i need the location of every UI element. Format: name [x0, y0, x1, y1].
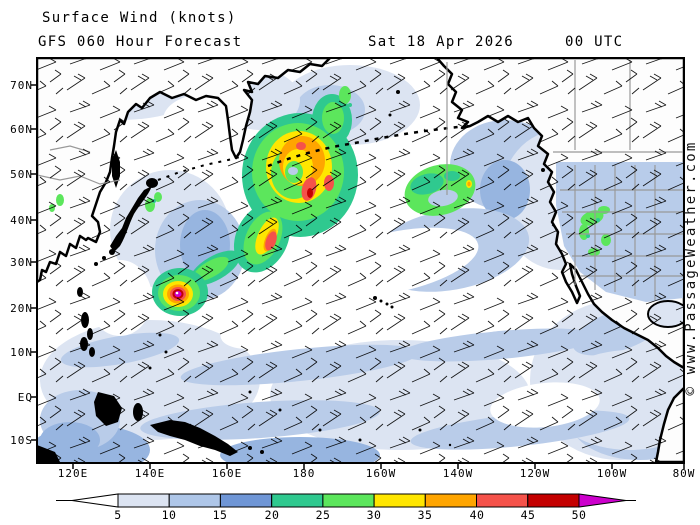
legend-overflow-arrow	[578, 493, 627, 508]
legend-tick-label-40: 40	[469, 508, 485, 522]
legend-segment	[424, 493, 477, 508]
lat-label-50n: 50N	[10, 168, 33, 181]
lat-label-10s: 10S	[10, 434, 33, 447]
legend-tick-label-25: 25	[315, 508, 331, 522]
legend-segment	[373, 493, 426, 508]
lon-label-120w: 120W	[519, 467, 551, 480]
legend-colorbar	[56, 493, 636, 508]
lat-label-60n: 60N	[10, 123, 33, 136]
model-forecast: GFS 060 Hour Forecast	[38, 34, 243, 50]
lat-label-eq: EQ	[17, 391, 33, 404]
lon-label-140e: 140E	[134, 467, 166, 480]
lat-label-30n: 30N	[10, 256, 33, 269]
legend-segment	[322, 493, 375, 508]
legend-segment	[168, 493, 221, 508]
legend-segment	[219, 493, 273, 508]
valid-date: Sat 18 Apr 2026	[368, 34, 514, 50]
legend-segment	[476, 493, 529, 508]
lat-label-10n: 10N	[10, 346, 33, 359]
legend-tick-label-45: 45	[520, 508, 536, 522]
legend-tick-label-15: 15	[212, 508, 228, 522]
lon-label-140w: 140W	[442, 467, 474, 480]
lon-label-120e: 120E	[57, 467, 89, 480]
lat-label-20n: 20N	[10, 302, 33, 315]
map-title: Surface Wind (knots)	[42, 10, 237, 26]
watermark-text: © www.PassageWeather.com	[683, 140, 699, 396]
lon-label-180: 180	[292, 467, 316, 480]
legend-tick-label-50: 50	[571, 508, 587, 522]
lon-label-80w: 80W	[672, 467, 696, 480]
legend-tick-label-5: 5	[114, 508, 122, 522]
lat-label-70n: 70N	[10, 79, 33, 92]
lon-label-100w: 100W	[596, 467, 628, 480]
legend-segment	[271, 493, 324, 508]
legend-tick-label-10: 10	[161, 508, 177, 522]
lon-label-160w: 160W	[365, 467, 397, 480]
legend-tick-label-35: 35	[417, 508, 433, 522]
axis-ticks	[31, 84, 685, 469]
legend-tick-label-20: 20	[264, 508, 280, 522]
lon-label-160e: 160E	[211, 467, 243, 480]
lat-label-40n: 40N	[10, 214, 33, 227]
legend-tick-label-30: 30	[366, 508, 382, 522]
legend-segment	[527, 493, 580, 508]
legend-segment	[117, 493, 170, 508]
legend-underflow-arrow	[71, 493, 119, 508]
map-frame	[36, 57, 685, 464]
valid-time: 00 UTC	[565, 34, 624, 50]
wind-barbs-overlay	[37, 58, 684, 463]
